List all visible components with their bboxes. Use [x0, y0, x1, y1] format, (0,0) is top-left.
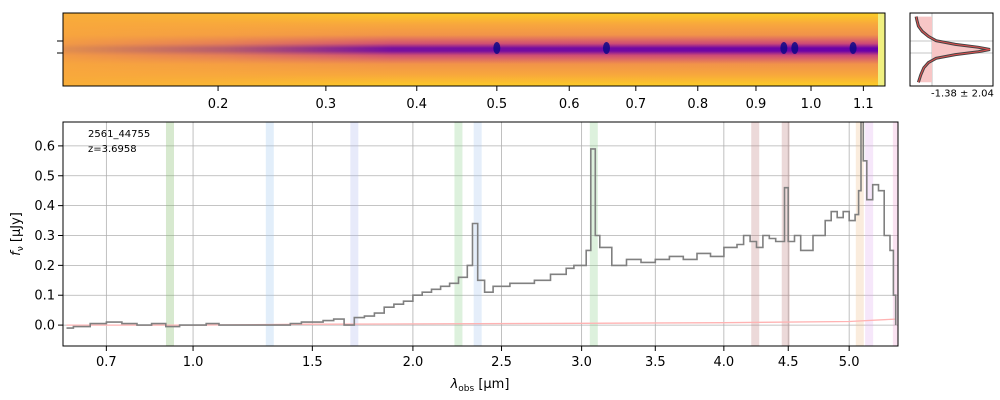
line-marker-band [892, 122, 898, 346]
redshift-label: z=3.6958 [88, 144, 137, 155]
x-tick-label: 3.5 [645, 355, 666, 370]
spectrum-2d-x-tick-label: 0.4 [406, 97, 427, 112]
spectrum-2d-x-tick-label: 0.9 [746, 97, 767, 112]
line-marker-band [454, 122, 463, 346]
spectrum-2d-x-tick-label: 0.6 [559, 97, 580, 112]
spectrum-2d-x-tick-label: 0.5 [486, 97, 507, 112]
x-tick-label: 2.5 [491, 355, 512, 370]
line-marker-band [165, 122, 174, 346]
spectrum-2d-feature [849, 42, 857, 54]
x-tick-label: 3.0 [571, 355, 592, 370]
profile-frame [909, 12, 994, 87]
spectrum-2d-x-tick-label: 1.1 [853, 97, 874, 112]
spectrum-1d-panel: 0.7 1.0 1.5 2.0 2.5 3.0 3.5 4.0 4.5 5.0 0.0 0.1 0.2… [9, 121, 899, 394]
line-marker-band [855, 122, 864, 346]
x-tick-label: 5.0 [839, 355, 860, 370]
x-axis: 0.7 1.0 1.5 2.0 2.5 3.0 3.5 4.0 4.5 5.0 [96, 346, 859, 370]
y-axis-label: fν [μJy] [9, 212, 26, 256]
spectrum-2d-feature [791, 42, 799, 54]
x-tick-label: 1.5 [302, 355, 323, 370]
x-axis-label-unit: [μm] [474, 377, 509, 392]
flux-series [66, 122, 897, 329]
x-tick-label: 1.0 [183, 355, 204, 370]
y-axis-label-symbol: f [9, 249, 24, 256]
spectrum-2d-x-tick-label: 0.7 [625, 97, 646, 112]
spectrum-2d-fade [63, 13, 885, 86]
line-marker-band [589, 122, 598, 346]
x-tick-label: 0.7 [96, 355, 117, 370]
x-axis-label-subscript: obs [458, 384, 474, 394]
spectrum-2d-x-tick-label: 1.0 [801, 97, 822, 112]
spectrum-2d-panel: 0.2 0.3 0.4 0.5 0.6 0.7 0.8 0.9 1.0 1.1 [57, 12, 886, 112]
x-axis-label: λobs [μm] [450, 377, 510, 394]
spectrum-2d-x-tick-label: 0.8 [687, 97, 708, 112]
spectrum-2d-feature [602, 42, 610, 54]
y-axis-label-subscript: ν [16, 246, 26, 251]
profile-fill [916, 16, 990, 83]
spectrum-2d-features [493, 42, 857, 54]
y-axis-label-unit: [μJy] [9, 212, 24, 246]
spectrum-2d-x-tick-label: 0.3 [316, 97, 337, 112]
y-tick-label: 0.6 [34, 139, 55, 154]
y-axis: 0.0 0.1 0.2 0.3 0.4 0.5 0.6 [34, 139, 63, 334]
y-tick-label: 0.2 [34, 259, 55, 274]
y-tick-label: 0.0 [34, 319, 55, 334]
profile-panel: -1.38 ± 2.04 [909, 12, 994, 99]
line-marker-band [865, 122, 874, 346]
profile-model-line [915, 16, 991, 83]
y-tick-label: 0.1 [34, 289, 55, 304]
spectrum-2d-x-tick-label: 0.2 [208, 97, 229, 112]
line-marker-band [751, 122, 760, 346]
y-tick-label: 0.5 [34, 169, 55, 184]
x-tick-label: 2.0 [403, 355, 424, 370]
x-axis-label-symbol: λ [450, 377, 459, 392]
spectrum-2d-edge [878, 13, 885, 86]
spectrum-2d-feature [493, 42, 501, 54]
y-tick-label: 0.4 [34, 199, 55, 214]
line-marker-band [265, 122, 274, 346]
x-tick-label: 4.0 [714, 355, 735, 370]
profile-annotation: -1.38 ± 2.04 [931, 88, 994, 99]
y-tick-label: 0.3 [34, 229, 55, 244]
x-tick-label: 4.5 [778, 355, 799, 370]
spectrum-2d-x-axis: 0.2 0.3 0.4 0.5 0.6 0.7 0.8 0.9 1.0 1.1 [208, 86, 874, 112]
spectrum-2d-frame [62, 12, 886, 87]
line-marker-band [350, 122, 359, 346]
line-marker-band [781, 122, 790, 346]
object-id: 2561_44755 [88, 129, 150, 140]
spectrum-2d-feature [780, 42, 788, 54]
plot-frame [62, 121, 899, 347]
line-markers [165, 122, 898, 346]
